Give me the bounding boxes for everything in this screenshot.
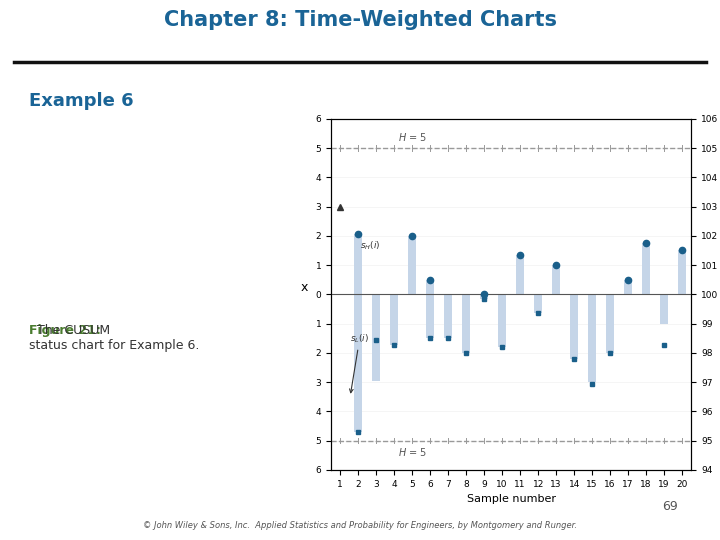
Text: $\it{H}$ = 5: $\it{H}$ = 5 bbox=[397, 131, 427, 143]
Text: 69: 69 bbox=[662, 500, 678, 514]
Bar bbox=[660, 294, 668, 323]
Bar bbox=[642, 243, 650, 294]
Bar bbox=[372, 294, 380, 381]
Bar bbox=[516, 255, 524, 294]
Bar bbox=[354, 234, 362, 432]
Bar bbox=[498, 294, 506, 347]
Text: $\it{H}$ = 5: $\it{H}$ = 5 bbox=[397, 446, 427, 458]
Text: $s_H(i)$: $s_H(i)$ bbox=[360, 240, 380, 253]
Bar bbox=[462, 294, 470, 353]
Bar bbox=[570, 294, 578, 359]
Bar bbox=[480, 294, 488, 299]
Bar bbox=[678, 251, 686, 294]
Text: The CUSUM
status chart for Example 6.: The CUSUM status chart for Example 6. bbox=[29, 324, 199, 352]
Bar bbox=[444, 294, 452, 338]
Bar bbox=[408, 236, 416, 294]
Bar bbox=[552, 265, 560, 294]
Y-axis label: x: x bbox=[301, 281, 308, 294]
Bar bbox=[624, 280, 632, 294]
X-axis label: Sample number: Sample number bbox=[467, 494, 556, 504]
Text: Figure 21:: Figure 21: bbox=[29, 324, 101, 337]
Bar bbox=[390, 294, 398, 345]
Text: Chapter 8: Time-Weighted Charts: Chapter 8: Time-Weighted Charts bbox=[163, 10, 557, 30]
Bar bbox=[588, 294, 596, 382]
Text: $s_L(i)$: $s_L(i)$ bbox=[349, 332, 369, 393]
Bar bbox=[534, 294, 542, 313]
Text: © John Wiley & Sons, Inc.  Applied Statistics and Probability for Engineers, by : © John Wiley & Sons, Inc. Applied Statis… bbox=[143, 521, 577, 530]
Bar bbox=[606, 294, 614, 353]
Text: Example 6: Example 6 bbox=[29, 92, 133, 110]
Bar bbox=[426, 280, 434, 338]
